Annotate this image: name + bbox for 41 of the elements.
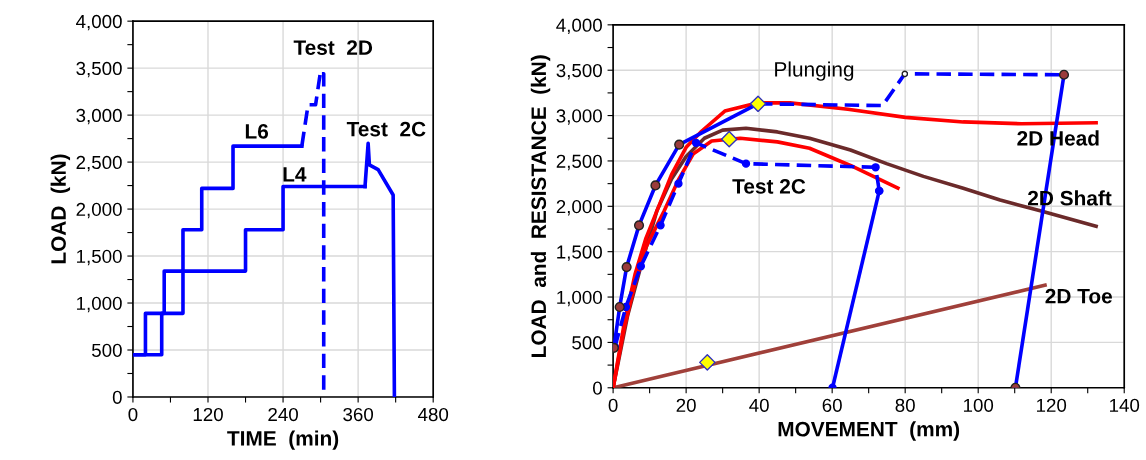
y-tick-label: 3,500: [556, 63, 602, 80]
y-tick-label: 500: [91, 343, 122, 357]
series-label: 2D Toe: [1045, 288, 1112, 304]
y-tick-label: 4,000: [76, 14, 122, 31]
y-tick-label: 0: [593, 381, 602, 395]
y-tick-label: 500: [572, 336, 602, 350]
y-axis-title: LOAD and RESISTANCE (kN): [530, 55, 551, 357]
y-tick-label: 1,000: [557, 290, 602, 307]
y-tick-label: 2,000: [556, 200, 602, 216]
x-tick-label: 80: [895, 398, 915, 412]
x-tick-label: 0: [608, 398, 618, 412]
x-tick-label: 480: [417, 407, 449, 422]
x-tick-label: 20: [676, 398, 696, 412]
x-tick-label: 60: [822, 398, 842, 412]
series-label: Test 2C: [732, 179, 806, 194]
y-tick-label: 3,000: [556, 109, 602, 125]
y-tick-label: 1,500: [557, 245, 602, 261]
y-tick-label: 1,500: [77, 249, 122, 266]
series-label: L4: [283, 167, 307, 182]
x-tick-label: 240: [268, 407, 298, 422]
series-label: Plunging: [775, 61, 854, 81]
x-tick-label: 0: [128, 407, 138, 422]
x-tick-label: 360: [343, 407, 374, 422]
x-tick-label: 40: [749, 398, 769, 412]
y-tick-label: 4,000: [556, 18, 602, 35]
x-tick-label: 100: [963, 398, 994, 412]
y-tick-label: 2,500: [76, 155, 122, 172]
x-tick-label: 120: [193, 407, 223, 422]
x-axis-title: MOVEMENT (mm): [778, 421, 960, 441]
y-tick-label: 3,000: [76, 108, 122, 125]
y-tick-label: 2,500: [556, 154, 602, 171]
x-axis-title: TIME (min): [227, 430, 339, 450]
series-label: Test 2D: [293, 40, 373, 55]
x-tick-label: 120: [1037, 398, 1067, 412]
series-label: Test 2C: [346, 121, 426, 137]
y-axis-title: LOAD (kN): [50, 154, 71, 264]
y-tick-label: 1,000: [77, 296, 122, 313]
y-tick-label: 2,000: [76, 202, 122, 219]
x-tick-label: 140: [1110, 398, 1140, 412]
series-label: L6: [245, 123, 269, 139]
y-tick-label: 3,500: [76, 61, 122, 78]
